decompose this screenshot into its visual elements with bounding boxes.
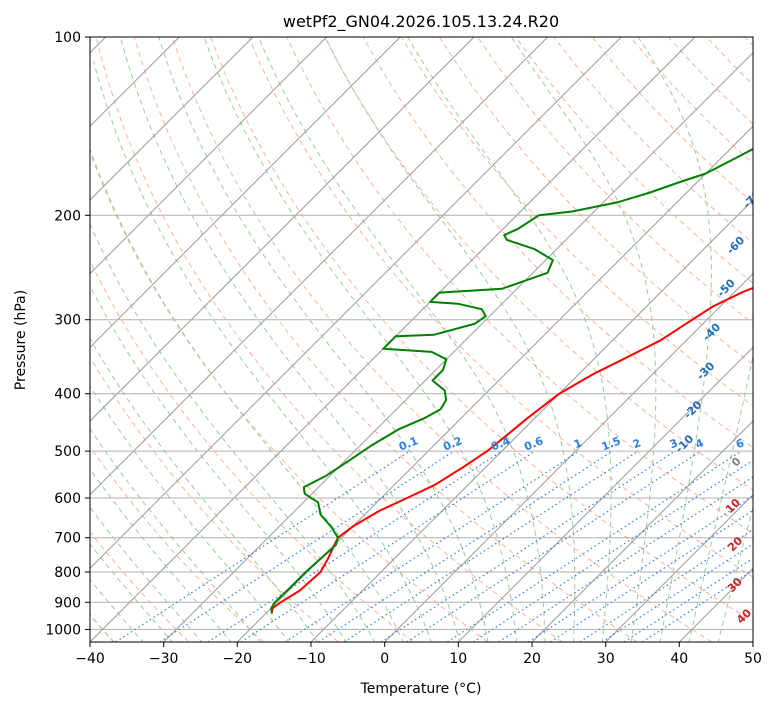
y-tick-label: 700: [54, 531, 81, 547]
moist-adiabat-line: [510, 37, 657, 642]
isotherm-line: [236, 125, 753, 642]
dry-adiabat-line: [400, 37, 753, 407]
isotherm-line: [531, 420, 753, 642]
y-tick-label: 500: [54, 444, 81, 460]
moist-adiabat-line: [203, 37, 517, 642]
dry-adiabat-line: [90, 150, 488, 642]
dry-adiabat-line: [90, 445, 264, 642]
moist-adiabat-line: [90, 578, 144, 642]
x-tick-label: −30: [149, 651, 179, 667]
axes: −40 −30 −20 −10 0 10 20 30 40 50 100 200 300 400 500 60…: [45, 30, 762, 667]
x-tick-label: −10: [296, 651, 326, 667]
y-tick-label: 300: [54, 313, 81, 329]
dry-adiabat-line: [438, 37, 753, 366]
isotherm-line: [163, 51, 753, 642]
y-tick-label: 1000: [45, 622, 81, 638]
dry-adiabat-line: [248, 37, 753, 578]
dry-adiabat-line: [171, 37, 712, 642]
isotherm-line: [457, 346, 753, 642]
x-tick-label: 0: [380, 651, 389, 667]
y-tick-label: 600: [54, 491, 81, 507]
y-tick-label: 800: [54, 565, 81, 581]
moist-adiabat-line: [324, 37, 576, 642]
moist-adiabat-line: [90, 384, 290, 642]
x-tick-label: 50: [744, 651, 762, 667]
isotherm-line: [90, 37, 328, 275]
x-tick-label: 40: [670, 651, 688, 667]
isotherm-line: [90, 37, 549, 496]
x-tick-label: −40: [75, 651, 105, 667]
moist-adiabat-line: [407, 37, 612, 642]
isotherm-line: [310, 199, 753, 642]
isotherm-line: [90, 37, 475, 422]
moist-adiabat-line: [90, 427, 261, 642]
isotherm-line: [384, 272, 753, 642]
x-axis-label: Temperature (°C): [360, 681, 482, 697]
x-tick-label: −20: [223, 651, 253, 667]
dry-adiabat-line: [95, 37, 563, 642]
chart-title: wetPf2_GN04.2026.105.13.24.R20: [283, 12, 559, 32]
x-tick-label: 20: [523, 651, 541, 667]
dry-adiabat-line: [515, 37, 753, 284]
isotherm-line: [90, 37, 401, 349]
isotherm-line: [90, 37, 254, 201]
moist-adiabat-line: [119, 37, 461, 642]
dry-adiabat-line: [90, 531, 190, 642]
y-tick-label: 100: [54, 30, 81, 46]
moist-adiabat-label: 40: [734, 606, 754, 626]
y-tick-label: 400: [54, 387, 81, 403]
y-tick-label: 900: [54, 595, 81, 611]
y-axis-label: Pressure (hPa): [13, 290, 29, 390]
isotherm-line: [90, 37, 622, 570]
moist-adiabat-line: [90, 543, 174, 642]
plot-frame: [89, 36, 754, 643]
dewpoint-line: [270, 147, 753, 614]
plot-area: [90, 37, 753, 642]
mixing-ratio-label: 1: [572, 436, 584, 451]
dry-adiabat-line: [133, 37, 638, 642]
mixing-ratio-label: 2: [631, 436, 643, 451]
mixing-ratio-label: 3: [668, 436, 680, 451]
dry-adiabat-line: [90, 356, 339, 642]
moist-adiabat-line: [637, 37, 712, 642]
y-tick-label: 200: [54, 208, 81, 224]
x-tick-label: 30: [597, 651, 615, 667]
moist-adiabat-line: [257, 37, 546, 642]
x-tick-label: 10: [449, 651, 467, 667]
moist-adiabat-line: [90, 337, 319, 642]
dry-adiabat-line: [210, 37, 753, 623]
moist-adiabat-line: [158, 37, 489, 642]
moist-adiabat-line: [93, 61, 432, 642]
